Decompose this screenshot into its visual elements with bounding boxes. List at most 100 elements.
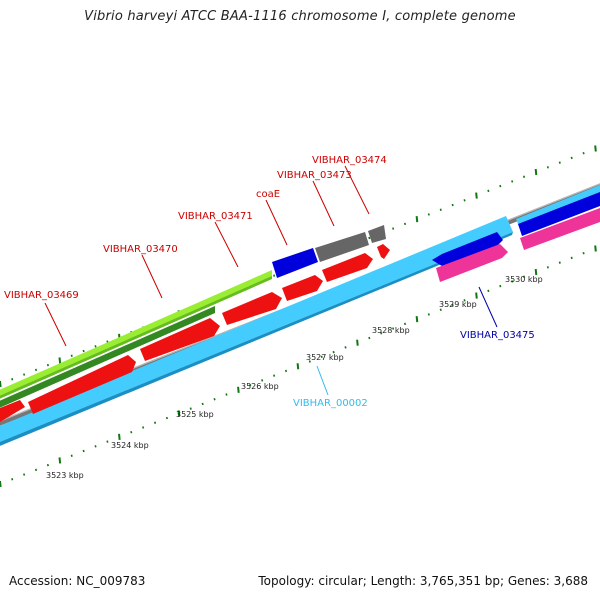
pos-label-3526: 3526 kbp	[241, 382, 279, 391]
pos-label-3530: 3530 kbp	[505, 275, 543, 284]
gene-coae-red[interactable]	[282, 275, 323, 301]
inner-tick-33	[392, 327, 395, 330]
outer-tick-42	[499, 184, 502, 188]
inner-tick-25	[296, 363, 300, 370]
accession-text: Accession: NC_009783	[9, 574, 146, 588]
outer-tick-35	[415, 216, 419, 223]
inner-tick-7	[82, 449, 85, 453]
outer-tick-33	[392, 227, 395, 230]
label-vibhar-03469: VIBHAR_03469	[4, 290, 79, 301]
pos-label-3527: 3527 kbp	[306, 353, 344, 362]
map-title: Vibrio harveyi ATCC BAA-1116 chromosome …	[84, 9, 516, 24]
gene-vibhar-03470-b[interactable]	[140, 318, 220, 361]
inner-tick-34	[403, 322, 407, 326]
gene-vibhar-03475[interactable]	[436, 244, 508, 282]
inner-tick-0	[0, 480, 2, 488]
gene-vibhar-03470-a[interactable]	[28, 355, 136, 414]
inner-tick-16	[189, 407, 192, 410]
inner-tick-35	[415, 316, 419, 323]
inner-tick-27	[320, 355, 323, 359]
inner-tick-2	[23, 473, 26, 476]
inner-tick-44	[523, 275, 526, 278]
inner-tick-21	[249, 383, 252, 387]
outer-tick-44	[523, 175, 526, 178]
outer-tick-34	[403, 222, 407, 226]
outer-tick-37	[439, 208, 442, 211]
outer-tick-2	[23, 373, 26, 376]
inner-tick-1	[11, 478, 14, 481]
pos-label-3525: 3525 kbp	[176, 410, 214, 419]
label-vibhar-03474: VIBHAR_03474	[312, 155, 387, 166]
label-vibhar-03475: VIBHAR_03475	[460, 330, 535, 341]
gene-blue-right[interactable]	[518, 192, 600, 236]
inner-tick-20	[237, 386, 240, 393]
inner-tick-39	[463, 299, 466, 302]
gene-vibhar-03473[interactable]	[322, 253, 373, 282]
outer-tick-0	[0, 380, 2, 388]
gene-pink-right[interactable]	[520, 208, 600, 250]
label-leader-lines	[44, 165, 498, 396]
outer-tick-1	[11, 378, 14, 381]
inner-tick-36	[427, 313, 430, 316]
inner-tick-10	[118, 433, 121, 440]
inner-tick-45	[534, 268, 538, 276]
inner-tick-40	[475, 292, 478, 299]
outer-tick-41	[487, 189, 490, 193]
gene-green-light-shade	[0, 276, 272, 399]
inner-tick-19	[225, 393, 228, 396]
inner-tick-22	[261, 379, 264, 382]
inner-tick-15	[177, 410, 181, 417]
pos-label-3523: 3523 kbp	[46, 471, 84, 480]
inner-tick-24	[284, 369, 288, 373]
gene-coae[interactable]	[272, 248, 318, 278]
outer-tick-36	[427, 213, 430, 216]
outer-tick-40	[475, 192, 478, 199]
gene-vibhar-03471[interactable]	[222, 292, 282, 325]
inner-tick-31	[368, 336, 371, 340]
gene-vibhar-03473-grey[interactable]	[315, 232, 369, 262]
outer-tick-8	[94, 345, 97, 348]
inner-tick-4	[46, 463, 49, 467]
inner-tick-18	[213, 397, 216, 401]
outer-tick-6	[70, 354, 73, 357]
gene-vibhar-00002[interactable]	[0, 216, 513, 446]
inner-tick-29	[344, 346, 347, 349]
outer-tick-46	[546, 166, 549, 169]
outer-tick-9	[106, 340, 109, 343]
inner-tick-48	[570, 256, 573, 260]
outer-tick-3	[34, 368, 38, 372]
inner-tick-13	[153, 421, 157, 424]
gene-vibhar-03475-blue[interactable]	[432, 232, 503, 266]
label-vibhar-03473: VIBHAR_03473	[277, 170, 352, 181]
inner-tick-38	[451, 303, 454, 307]
inner-tick-5	[58, 457, 62, 464]
inner-tick-30	[356, 339, 359, 346]
label-vibhar-03471: VIBHAR_03471	[178, 211, 253, 222]
inner-tick-11	[130, 430, 133, 434]
pos-label-3524: 3524 kbp	[111, 441, 149, 450]
pos-label-3529: 3529 kbp	[439, 300, 477, 309]
gene-vibhar-00002-shade	[0, 232, 513, 446]
outer-tick-38	[451, 203, 454, 207]
gene-vibhar-03474-grey[interactable]	[368, 225, 386, 243]
inner-tick-32	[380, 332, 383, 335]
inner-tick-17	[201, 402, 204, 406]
inner-tick-3	[34, 468, 38, 472]
outer-tick-50	[594, 145, 597, 152]
gene-vibhar-03469[interactable]	[0, 400, 25, 424]
gene-green-dark[interactable]	[0, 306, 215, 412]
inner-tick-47	[558, 261, 561, 264]
inner-tick-28	[332, 350, 335, 354]
inner-tick-14	[165, 416, 169, 420]
gene-vibhar-03474-red[interactable]	[377, 244, 390, 259]
inner-tick-50	[594, 245, 597, 252]
inner-tick-12	[142, 426, 145, 429]
inner-tick-49	[582, 251, 585, 255]
outer-tick-47	[558, 161, 561, 164]
pos-label-3528: 3528 kbp	[372, 326, 410, 335]
outer-tick-7	[82, 349, 85, 353]
inner-tick-23	[273, 374, 276, 377]
label-coae: coaE	[256, 189, 280, 200]
